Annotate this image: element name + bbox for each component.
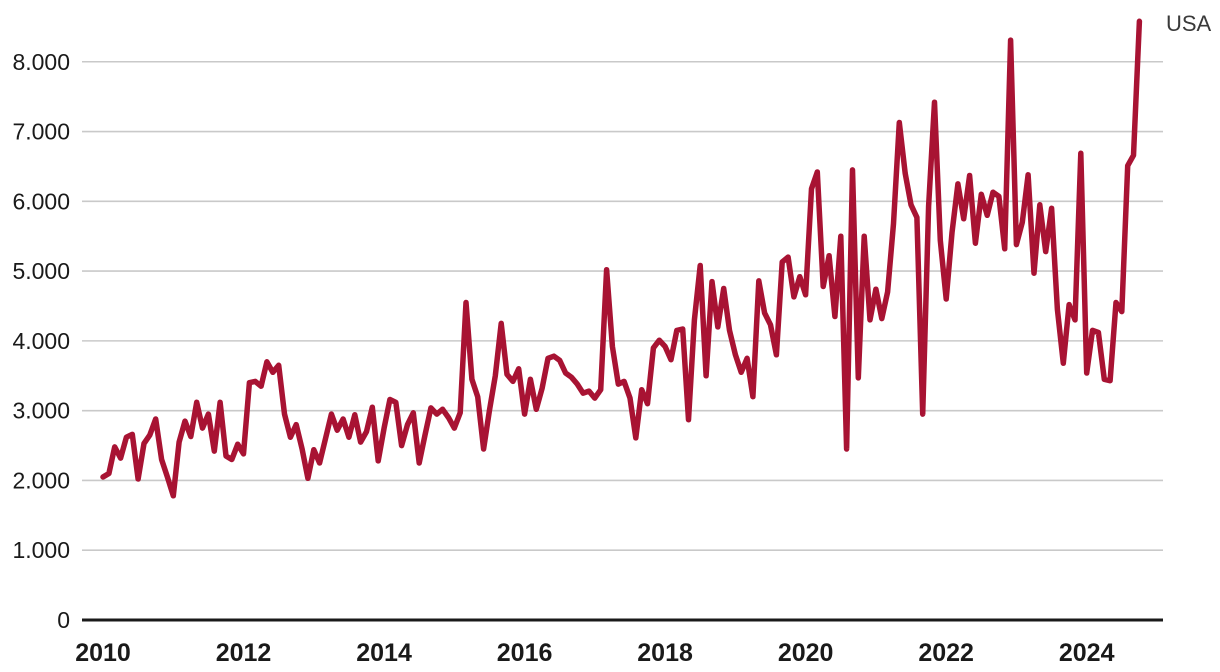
y-axis-tick-label: 5.000: [12, 258, 70, 284]
series-label-usa: USA: [1166, 11, 1212, 36]
x-axis-tick-label: 2024: [1059, 639, 1115, 667]
x-axis-tick-label: 2014: [356, 639, 412, 667]
y-axis-tick-label: 4.000: [12, 328, 70, 354]
x-axis-tick-label: 2020: [778, 639, 834, 667]
x-axis-tick-label: 2010: [75, 639, 131, 667]
x-axis-tick-label: 2018: [637, 639, 693, 667]
y-axis-tick-label: 1.000: [12, 537, 70, 563]
x-axis-tick-label: 2012: [216, 639, 272, 667]
x-axis-tick-label: 2016: [497, 639, 553, 667]
y-axis-tick-label: 2.000: [12, 467, 70, 493]
y-axis-tick-label: 3.000: [12, 398, 70, 424]
x-axis-tick-label: 2022: [918, 639, 974, 667]
y-axis-tick-label: 0: [57, 607, 70, 633]
y-axis-tick-label: 7.000: [12, 119, 70, 145]
y-axis-tick-label: 6.000: [12, 188, 70, 214]
usa-series-line: [100, 18, 1143, 499]
y-axis-tick-label: 8.000: [12, 49, 70, 75]
